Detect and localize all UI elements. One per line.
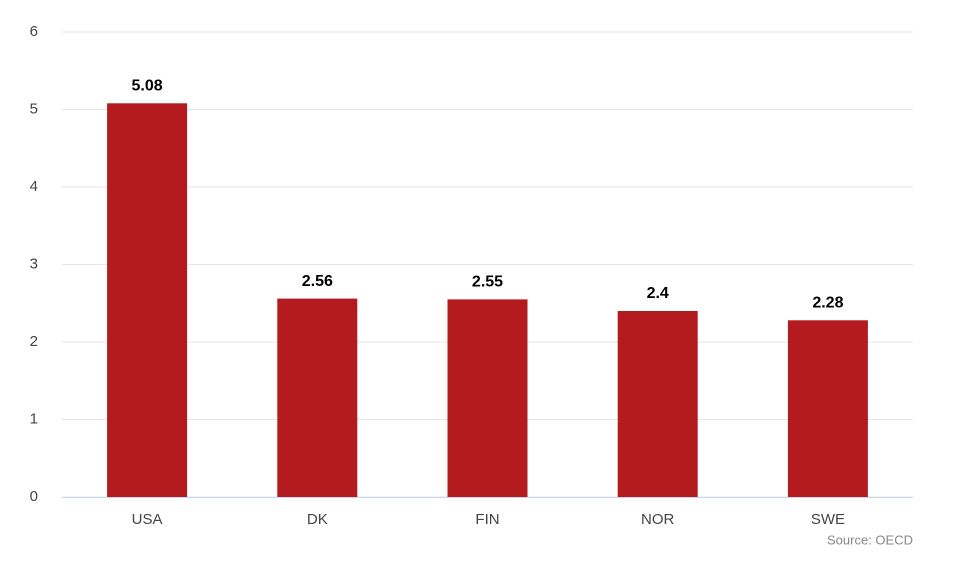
bar	[617, 311, 698, 497]
y-tick-label: 3	[30, 255, 38, 272]
y-tick-label: 6	[30, 23, 38, 40]
y-tick-label: 0	[30, 488, 38, 505]
bar	[787, 320, 868, 497]
y-tick-label: 4	[30, 178, 38, 195]
data-label: 2.4	[647, 285, 669, 302]
credit: Source: OECD	[827, 532, 913, 547]
y-tick-label: 1	[30, 410, 38, 427]
y-tick-label: 5	[30, 100, 38, 117]
x-tick-label: SWE	[811, 511, 845, 528]
data-label: 2.55	[472, 274, 503, 291]
x-tick-label: DK	[307, 511, 328, 528]
y-tick-label: 2	[30, 333, 38, 350]
data-label: 5.08	[132, 78, 163, 95]
bar	[447, 299, 528, 497]
data-label: 2.56	[302, 273, 333, 290]
bar	[107, 103, 188, 498]
x-tick-label: USA	[132, 511, 163, 528]
x-tick-label: FIN	[475, 511, 499, 528]
bar	[277, 298, 358, 497]
data-label: 2.28	[812, 295, 843, 312]
x-tick-label: NOR	[641, 511, 675, 528]
